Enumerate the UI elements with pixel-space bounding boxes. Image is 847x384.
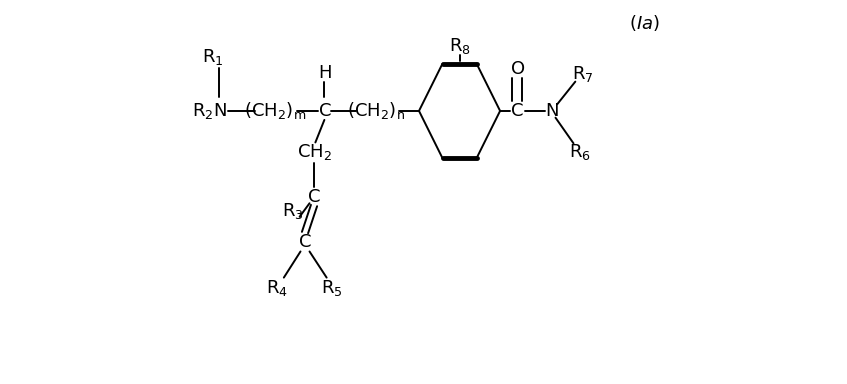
Text: $\mathrm{C}$: $\mathrm{C}$ xyxy=(318,102,331,120)
Text: $\mathrm{R_4}$: $\mathrm{R_4}$ xyxy=(266,278,288,298)
Text: $\mathrm{R_5}$: $\mathrm{R_5}$ xyxy=(321,278,343,298)
Text: $(Ia)$: $(Ia)$ xyxy=(628,13,660,33)
Text: $\mathrm{C}$: $\mathrm{C}$ xyxy=(307,187,321,205)
Text: $\mathrm{CH_2}$: $\mathrm{CH_2}$ xyxy=(296,142,331,162)
Text: $\mathrm{R_3}$: $\mathrm{R_3}$ xyxy=(282,201,304,221)
Text: $\mathrm{O}$: $\mathrm{O}$ xyxy=(510,60,525,78)
Text: $\mathrm{C}$: $\mathrm{C}$ xyxy=(298,233,312,252)
Text: $\mathrm{C}$: $\mathrm{C}$ xyxy=(511,102,524,120)
Text: $\mathrm{R_1}$: $\mathrm{R_1}$ xyxy=(202,47,224,67)
Text: $\mathrm{R_2N}$: $\mathrm{R_2N}$ xyxy=(192,101,227,121)
Text: $\mathrm{(CH_2)_n}$: $\mathrm{(CH_2)_n}$ xyxy=(347,100,405,121)
Text: $\mathrm{(CH_2)_m}$: $\mathrm{(CH_2)_m}$ xyxy=(244,100,306,121)
Text: $\mathrm{R_6}$: $\mathrm{R_6}$ xyxy=(569,142,590,162)
Text: $\mathrm{N}$: $\mathrm{N}$ xyxy=(545,102,559,120)
Text: $\mathrm{R_7}$: $\mathrm{R_7}$ xyxy=(572,64,593,84)
Text: $\mathrm{H}$: $\mathrm{H}$ xyxy=(318,64,331,82)
Text: $\mathrm{R_8}$: $\mathrm{R_8}$ xyxy=(449,36,470,56)
